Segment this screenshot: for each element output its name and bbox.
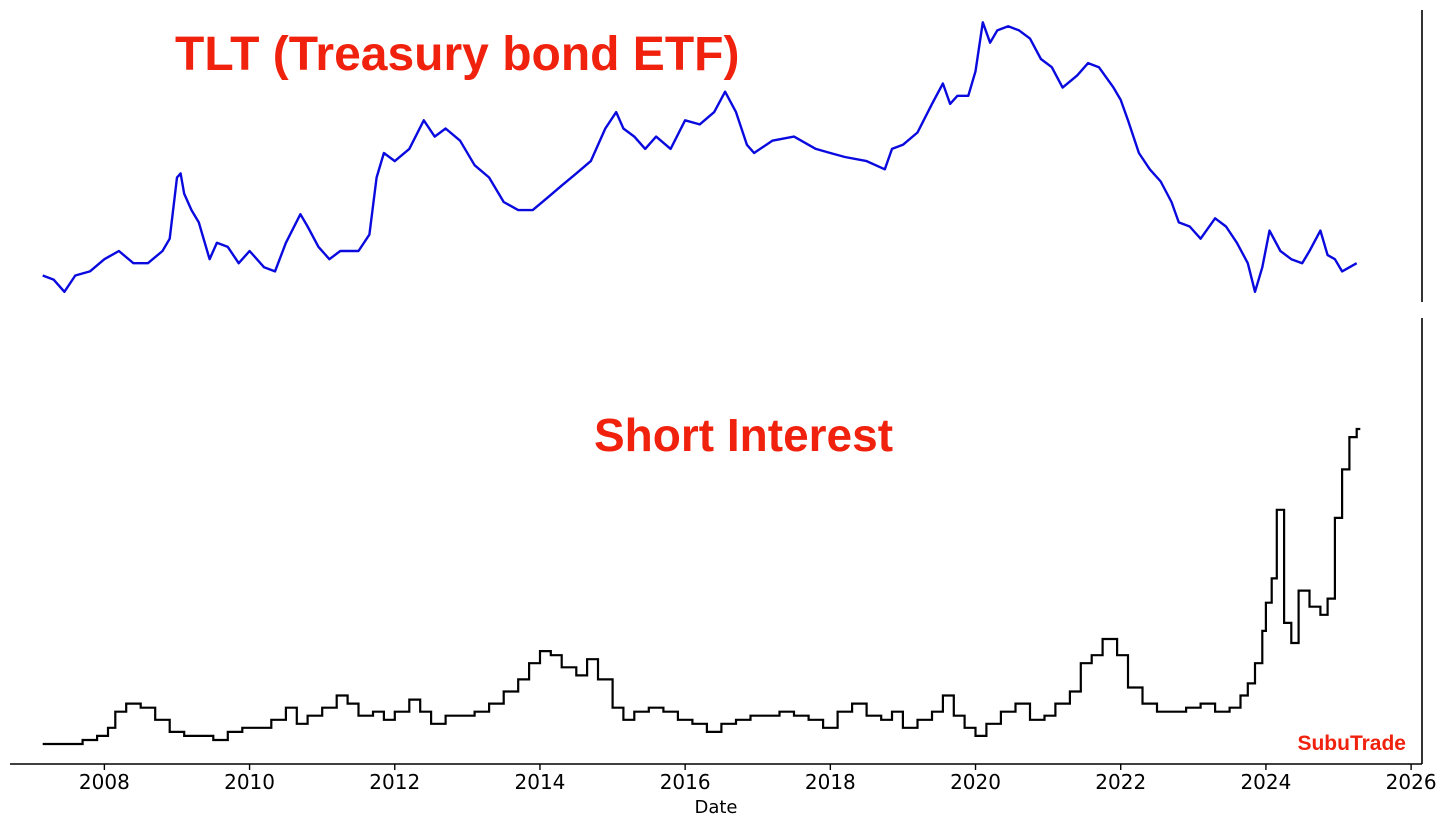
x-tick-label: 2016	[660, 770, 711, 794]
tlt-panel: TLT (Treasury bond ETF)	[42, 10, 1423, 302]
x-tick-label: 2022	[1095, 770, 1146, 794]
x-tick-label: 2010	[224, 770, 275, 794]
x-tick-label: 2024	[1240, 770, 1291, 794]
x-tick-label: 2020	[950, 770, 1001, 794]
tlt-title: TLT (Treasury bond ETF)	[175, 28, 739, 81]
x-axis-label: Date	[694, 797, 737, 818]
x-tick-label: 2026	[1386, 770, 1437, 794]
x-tick-label: 2014	[515, 770, 566, 794]
short-interest-panel: Short Interest SubuTrade	[10, 318, 1423, 765]
x-tick-label: 2012	[369, 770, 420, 794]
x-tick-label: 2008	[79, 770, 130, 794]
short-interest-line	[42, 427, 1361, 746]
x-tick-label: 2018	[805, 770, 856, 794]
short-interest-title: Short Interest	[594, 409, 893, 461]
subutrade-watermark: SubuTrade	[1297, 732, 1406, 755]
x-axis-ticks: 2008 2010 2012 2014 2016 2018 2020 2022 2024 2026	[79, 764, 1437, 794]
tlt-price-line	[42, 21, 1358, 293]
